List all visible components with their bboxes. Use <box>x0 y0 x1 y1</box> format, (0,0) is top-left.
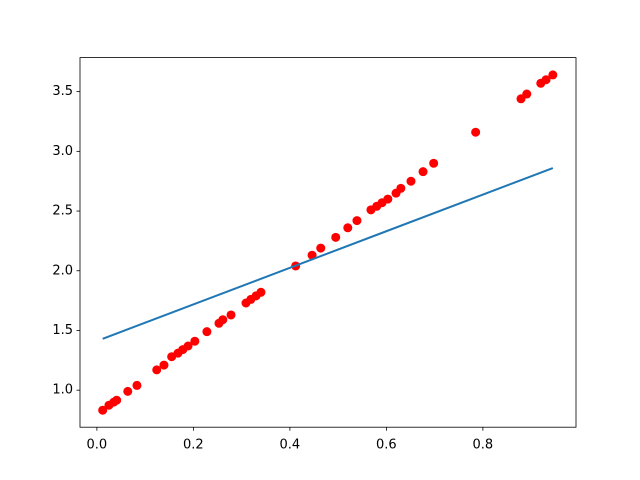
point <box>396 183 406 193</box>
point <box>406 176 416 186</box>
point <box>429 158 439 168</box>
point <box>159 360 169 370</box>
point <box>316 243 326 253</box>
x-tick-label: 0.2 <box>183 438 204 453</box>
point <box>152 365 162 375</box>
y-tick-label: 3.5 <box>52 84 73 99</box>
point <box>343 223 353 233</box>
line <box>102 167 554 340</box>
y-tick-label: 3.0 <box>52 144 73 159</box>
point <box>98 405 108 415</box>
y-tick-label: 2.5 <box>52 204 73 219</box>
y-tick-label: 1.5 <box>52 323 73 338</box>
axes-frame <box>79 57 577 428</box>
x-tick-label: 0.0 <box>87 438 108 453</box>
point <box>218 315 228 325</box>
point <box>202 327 212 337</box>
x-tick-label: 0.4 <box>280 438 301 453</box>
point <box>548 70 558 80</box>
x-tick-label: 0.8 <box>473 438 494 453</box>
point <box>522 89 532 99</box>
y-tick-label: 2.0 <box>52 263 73 278</box>
point <box>418 167 428 177</box>
point <box>112 395 122 405</box>
point <box>132 380 142 390</box>
point <box>383 194 393 204</box>
x-tick-label: 0.6 <box>376 438 397 453</box>
point <box>123 386 133 396</box>
point <box>190 336 200 346</box>
point <box>226 310 236 320</box>
point <box>471 127 481 137</box>
point <box>541 75 551 85</box>
point <box>352 216 362 226</box>
y-tick-label: 1.0 <box>52 383 73 398</box>
point <box>183 341 193 351</box>
point <box>331 232 341 242</box>
point <box>256 287 266 297</box>
